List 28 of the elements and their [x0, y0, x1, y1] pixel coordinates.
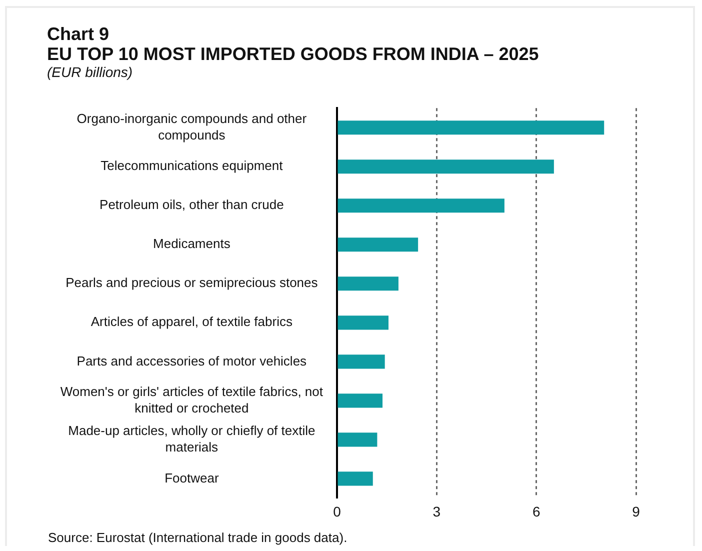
x-tick-label: 6: [532, 503, 540, 520]
bar: [338, 432, 378, 447]
x-tick-label: 3: [432, 503, 441, 520]
bar: [338, 354, 385, 369]
y-tick-label: Women's or girls' articles of textile fabrics, not knitted or crocheted: [60, 384, 324, 416]
y-tick-label: Organo-inorganic compounds and other compounds: [76, 111, 308, 142]
y-tick-label: Medicaments: [153, 236, 231, 252]
bar: [338, 316, 388, 330]
bar: [338, 238, 418, 252]
chart-subtitle: EU TOP 10 MOST IMPORTED GOODS FROM INDIA – 2025: [47, 44, 539, 64]
y-tick-label: Made-up articles, wholly or chiefly of textile materials: [68, 423, 316, 454]
text: Chart 9: [47, 24, 110, 44]
bar: [338, 472, 373, 486]
bar: [338, 198, 504, 213]
y-tick-label: Footwear: [164, 470, 220, 486]
bar: [338, 276, 398, 291]
bar: [338, 160, 554, 174]
y-tick-label: Telecommunications equipment: [100, 158, 284, 174]
bar: [338, 120, 604, 135]
y-tick-label: Parts and accessories of motor vehicles: [76, 353, 308, 368]
bar: [338, 394, 383, 408]
y-tick-label: Petroleum oils, other than crude: [100, 197, 284, 212]
x-tick-label: 0: [333, 503, 342, 520]
y-tick-label: Articles of apparel, of textile fabrics: [90, 314, 293, 330]
source-note: Source: Eurostat (International trade in goods data).: [48, 530, 348, 545]
text: (EUR billions): [47, 64, 133, 80]
y-tick-label: Pearls and precious or semiprecious stones: [66, 275, 318, 290]
x-tick-label: 9: [632, 503, 640, 520]
